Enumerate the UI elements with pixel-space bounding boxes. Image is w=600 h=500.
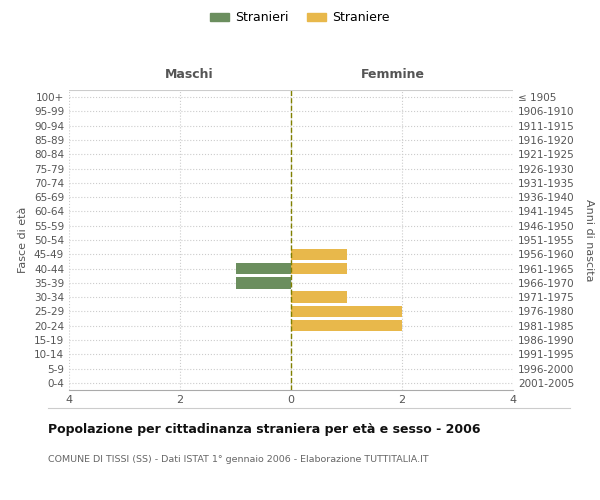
Bar xyxy=(291,292,347,303)
Bar xyxy=(291,263,347,274)
Bar xyxy=(235,263,291,274)
Text: COMUNE DI TISSI (SS) - Dati ISTAT 1° gennaio 2006 - Elaborazione TUTTITALIA.IT: COMUNE DI TISSI (SS) - Dati ISTAT 1° gen… xyxy=(48,455,428,464)
Text: Maschi: Maschi xyxy=(164,68,213,81)
Bar xyxy=(235,277,291,288)
Bar xyxy=(291,248,347,260)
Bar xyxy=(291,306,402,317)
Y-axis label: Fasce di età: Fasce di età xyxy=(19,207,28,273)
Text: Popolazione per cittadinanza straniera per età e sesso - 2006: Popolazione per cittadinanza straniera p… xyxy=(48,422,481,436)
Bar xyxy=(291,320,402,332)
Y-axis label: Anni di nascita: Anni di nascita xyxy=(584,198,594,281)
Legend: Stranieri, Straniere: Stranieri, Straniere xyxy=(205,6,395,29)
Text: Femmine: Femmine xyxy=(361,68,425,81)
